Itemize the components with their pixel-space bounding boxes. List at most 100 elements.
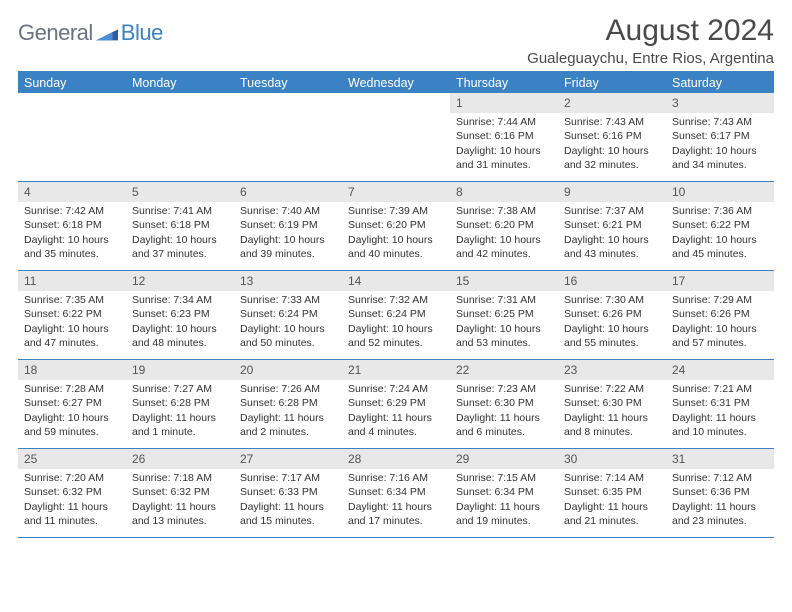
sunset-text: Sunset: 6:33 PM [240,485,336,499]
day-number: 7 [342,182,450,202]
day-number: 9 [558,182,666,202]
daylight-text: Daylight: 10 hours and 34 minutes. [672,144,768,172]
daylight-text: Daylight: 10 hours and 31 minutes. [456,144,552,172]
day-cell: 2Sunrise: 7:43 AMSunset: 6:16 PMDaylight… [558,93,666,181]
sunset-text: Sunset: 6:18 PM [24,218,120,232]
daylight-text: Daylight: 10 hours and 57 minutes. [672,322,768,350]
logo-triangle-icon [96,25,118,41]
day-body: Sunrise: 7:36 AMSunset: 6:22 PMDaylight:… [666,202,774,267]
title-block: August 2024 Gualeguaychu, Entre Rios, Ar… [527,14,774,67]
day-number: 26 [126,449,234,469]
sunrise-text: Sunrise: 7:31 AM [456,293,552,307]
day-number: 15 [450,271,558,291]
day-cell: 18Sunrise: 7:28 AMSunset: 6:27 PMDayligh… [18,360,126,448]
daylight-text: Daylight: 11 hours and 10 minutes. [672,411,768,439]
daylight-text: Daylight: 11 hours and 1 minute. [132,411,228,439]
day-cell: 30Sunrise: 7:14 AMSunset: 6:35 PMDayligh… [558,449,666,537]
day-number: 4 [18,182,126,202]
logo-text-blue: Blue [121,20,163,46]
day-number: 22 [450,360,558,380]
sunrise-text: Sunrise: 7:41 AM [132,204,228,218]
day-body: Sunrise: 7:42 AMSunset: 6:18 PMDaylight:… [18,202,126,267]
day-number: 20 [234,360,342,380]
sunrise-text: Sunrise: 7:40 AM [240,204,336,218]
day-body: Sunrise: 7:40 AMSunset: 6:19 PMDaylight:… [234,202,342,267]
day-cell: 24Sunrise: 7:21 AMSunset: 6:31 PMDayligh… [666,360,774,448]
day-cell: 4Sunrise: 7:42 AMSunset: 6:18 PMDaylight… [18,182,126,270]
day-number: 14 [342,271,450,291]
day-number [126,93,234,97]
day-body: Sunrise: 7:39 AMSunset: 6:20 PMDaylight:… [342,202,450,267]
sunrise-text: Sunrise: 7:38 AM [456,204,552,218]
sunrise-text: Sunrise: 7:20 AM [24,471,120,485]
sunrise-text: Sunrise: 7:23 AM [456,382,552,396]
sunset-text: Sunset: 6:34 PM [456,485,552,499]
day-cell: 3Sunrise: 7:43 AMSunset: 6:17 PMDaylight… [666,93,774,181]
day-cell: 6Sunrise: 7:40 AMSunset: 6:19 PMDaylight… [234,182,342,270]
sunset-text: Sunset: 6:23 PM [132,307,228,321]
week-row: 1Sunrise: 7:44 AMSunset: 6:16 PMDaylight… [18,93,774,182]
day-body: Sunrise: 7:34 AMSunset: 6:23 PMDaylight:… [126,291,234,356]
sunrise-text: Sunrise: 7:24 AM [348,382,444,396]
sunrise-text: Sunrise: 7:26 AM [240,382,336,396]
day-body: Sunrise: 7:23 AMSunset: 6:30 PMDaylight:… [450,380,558,445]
day-cell: 16Sunrise: 7:30 AMSunset: 6:26 PMDayligh… [558,271,666,359]
daylight-text: Daylight: 11 hours and 21 minutes. [564,500,660,528]
daylight-text: Daylight: 11 hours and 2 minutes. [240,411,336,439]
day-number: 3 [666,93,774,113]
calendar: Sunday Monday Tuesday Wednesday Thursday… [18,71,774,538]
sunset-text: Sunset: 6:32 PM [24,485,120,499]
day-cell: 17Sunrise: 7:29 AMSunset: 6:26 PMDayligh… [666,271,774,359]
weekday-header: Saturday [666,73,774,93]
day-cell: 8Sunrise: 7:38 AMSunset: 6:20 PMDaylight… [450,182,558,270]
day-cell: 22Sunrise: 7:23 AMSunset: 6:30 PMDayligh… [450,360,558,448]
daylight-text: Daylight: 10 hours and 39 minutes. [240,233,336,261]
daylight-text: Daylight: 11 hours and 19 minutes. [456,500,552,528]
day-cell: 11Sunrise: 7:35 AMSunset: 6:22 PMDayligh… [18,271,126,359]
day-body: Sunrise: 7:26 AMSunset: 6:28 PMDaylight:… [234,380,342,445]
sunrise-text: Sunrise: 7:28 AM [24,382,120,396]
sunset-text: Sunset: 6:30 PM [456,396,552,410]
day-cell: 14Sunrise: 7:32 AMSunset: 6:24 PMDayligh… [342,271,450,359]
weekday-header: Monday [126,73,234,93]
day-cell: 7Sunrise: 7:39 AMSunset: 6:20 PMDaylight… [342,182,450,270]
day-body: Sunrise: 7:15 AMSunset: 6:34 PMDaylight:… [450,469,558,534]
weekday-header: Friday [558,73,666,93]
daylight-text: Daylight: 10 hours and 35 minutes. [24,233,120,261]
daylight-text: Daylight: 10 hours and 59 minutes. [24,411,120,439]
sunset-text: Sunset: 6:22 PM [24,307,120,321]
day-cell [234,93,342,181]
day-cell: 19Sunrise: 7:27 AMSunset: 6:28 PMDayligh… [126,360,234,448]
day-cell: 28Sunrise: 7:16 AMSunset: 6:34 PMDayligh… [342,449,450,537]
day-body: Sunrise: 7:31 AMSunset: 6:25 PMDaylight:… [450,291,558,356]
location-label: Gualeguaychu, Entre Rios, Argentina [527,50,774,67]
day-number: 5 [126,182,234,202]
day-body: Sunrise: 7:22 AMSunset: 6:30 PMDaylight:… [558,380,666,445]
day-number: 10 [666,182,774,202]
week-row: 11Sunrise: 7:35 AMSunset: 6:22 PMDayligh… [18,271,774,360]
day-number: 21 [342,360,450,380]
week-row: 18Sunrise: 7:28 AMSunset: 6:27 PMDayligh… [18,360,774,449]
sunset-text: Sunset: 6:27 PM [24,396,120,410]
day-body: Sunrise: 7:44 AMSunset: 6:16 PMDaylight:… [450,113,558,178]
daylight-text: Daylight: 10 hours and 50 minutes. [240,322,336,350]
sunrise-text: Sunrise: 7:44 AM [456,115,552,129]
day-body: Sunrise: 7:41 AMSunset: 6:18 PMDaylight:… [126,202,234,267]
day-cell: 23Sunrise: 7:22 AMSunset: 6:30 PMDayligh… [558,360,666,448]
sunrise-text: Sunrise: 7:42 AM [24,204,120,218]
day-body: Sunrise: 7:38 AMSunset: 6:20 PMDaylight:… [450,202,558,267]
day-cell: 29Sunrise: 7:15 AMSunset: 6:34 PMDayligh… [450,449,558,537]
day-body: Sunrise: 7:12 AMSunset: 6:36 PMDaylight:… [666,469,774,534]
sunset-text: Sunset: 6:26 PM [564,307,660,321]
day-body: Sunrise: 7:37 AMSunset: 6:21 PMDaylight:… [558,202,666,267]
sunset-text: Sunset: 6:24 PM [240,307,336,321]
sunrise-text: Sunrise: 7:43 AM [672,115,768,129]
sunset-text: Sunset: 6:26 PM [672,307,768,321]
daylight-text: Daylight: 11 hours and 17 minutes. [348,500,444,528]
day-body: Sunrise: 7:28 AMSunset: 6:27 PMDaylight:… [18,380,126,445]
weekday-header: Wednesday [342,73,450,93]
daylight-text: Daylight: 11 hours and 23 minutes. [672,500,768,528]
day-cell: 15Sunrise: 7:31 AMSunset: 6:25 PMDayligh… [450,271,558,359]
day-number: 2 [558,93,666,113]
day-cell [126,93,234,181]
